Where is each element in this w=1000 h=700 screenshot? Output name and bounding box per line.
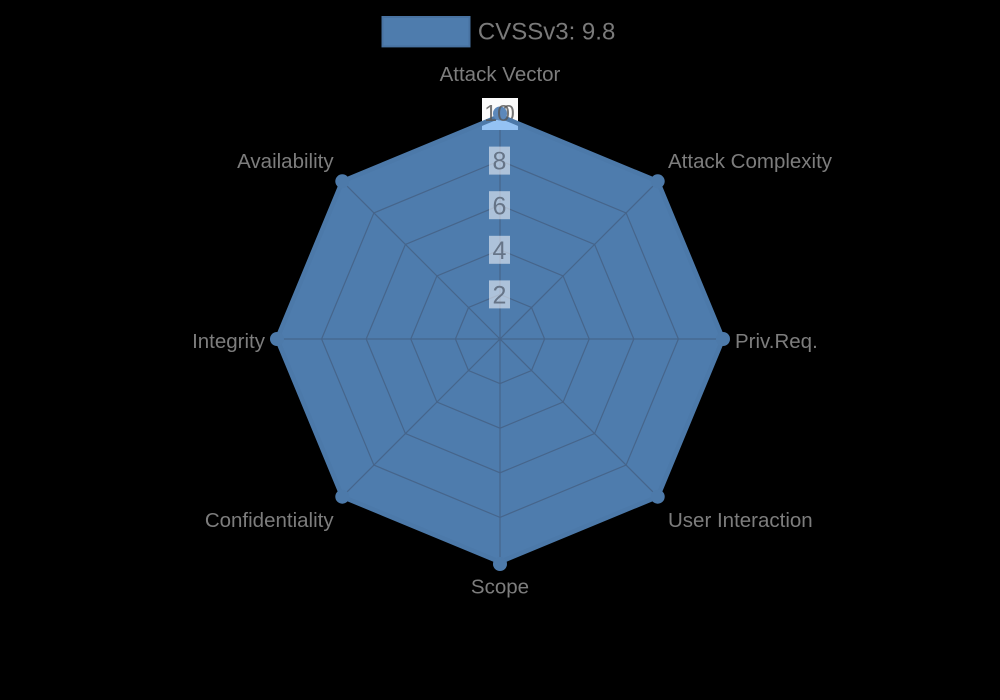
svg-text:Attack Complexity: Attack Complexity [668,150,833,173]
svg-text:Availability: Availability [237,150,334,173]
svg-text:CVSSv3: 9.8: CVSSv3: 9.8 [478,19,615,46]
svg-text:8: 8 [493,148,507,176]
svg-text:6: 6 [493,192,507,220]
svg-text:Scope: Scope [471,576,529,599]
svg-text:User Interaction: User Interaction [668,509,813,532]
svg-text:Attack Vector: Attack Vector [440,63,561,86]
svg-text:Integrity: Integrity [192,330,266,353]
svg-text:2: 2 [493,282,507,310]
svg-text:4: 4 [493,237,507,265]
svg-text:Confidentiality: Confidentiality [205,509,335,532]
svg-text:10: 10 [484,100,510,126]
svg-text:Priv.Req.: Priv.Req. [735,330,818,353]
